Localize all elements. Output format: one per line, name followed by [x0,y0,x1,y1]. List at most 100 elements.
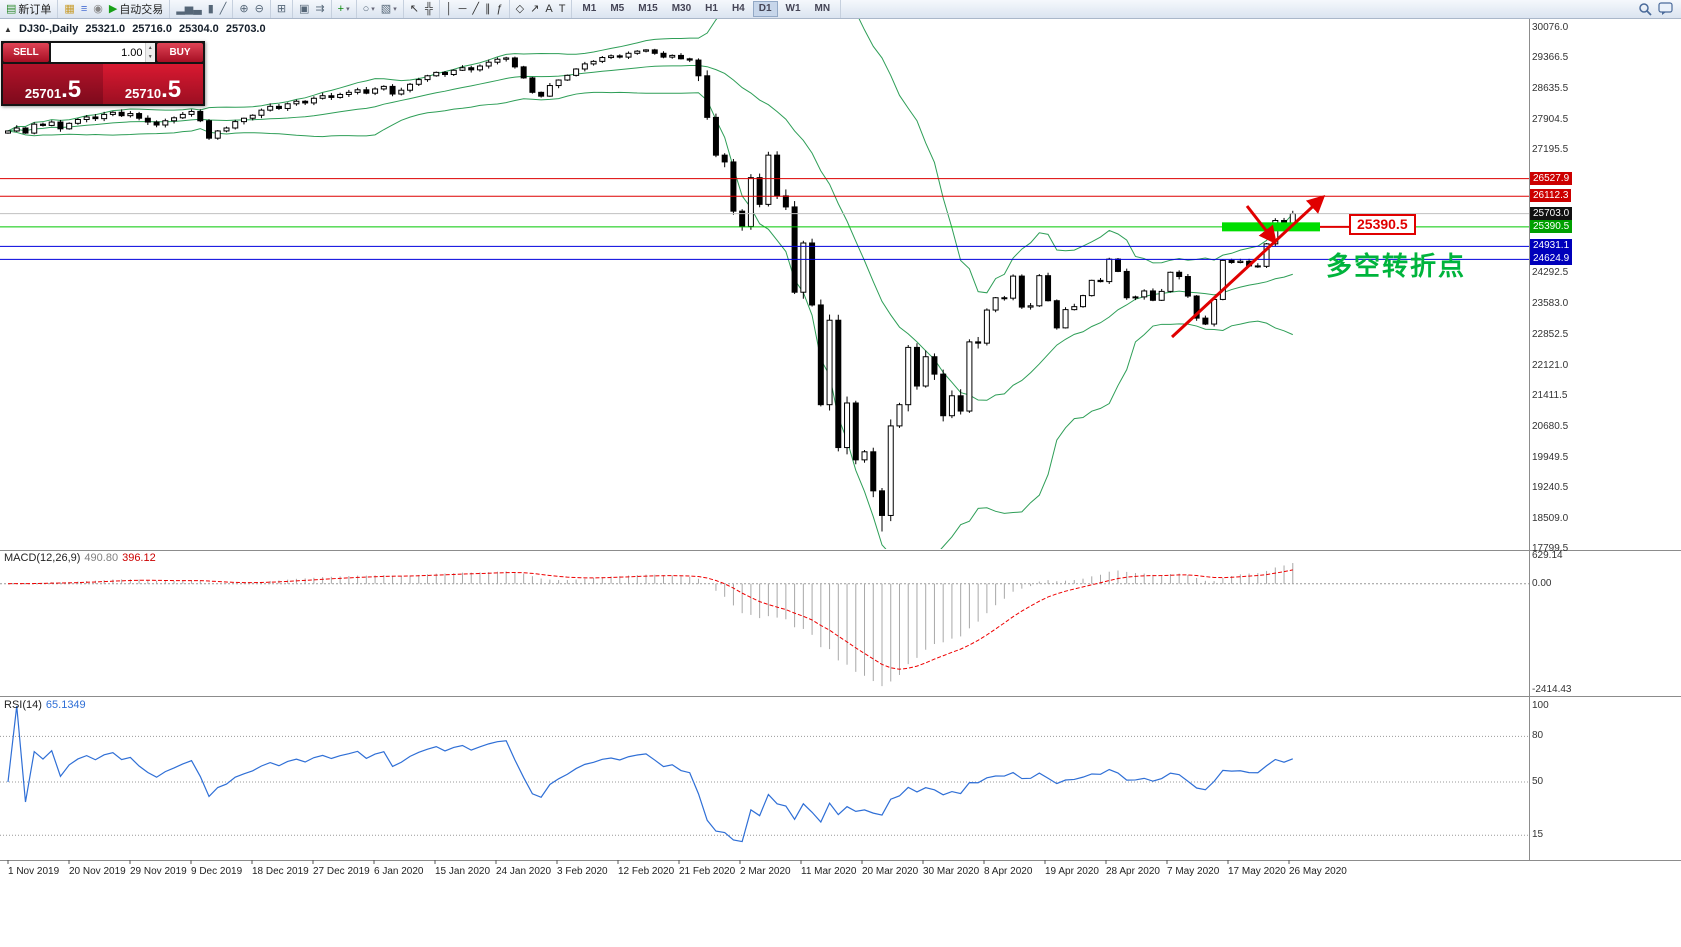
auto-trading-button[interactable]: ▶ 自动交易 [106,1,166,17]
search-icon[interactable] [1638,2,1652,16]
toolbar-group: ↖ ╬ [404,0,440,18]
buy-price-main: 25710 [124,86,162,101]
fibonacci-icon: ƒ [496,3,503,15]
zoom-out-icon: ⊖ [254,3,264,15]
rsi-label: RSI(14) [4,699,42,711]
crosshair-button[interactable]: ╬ [422,1,436,17]
retest-arrow[interactable] [1245,205,1277,245]
volume-down-button[interactable]: ▼ [145,52,155,62]
periods-button[interactable]: ○ ▾ [360,1,378,17]
timeframe-group: M1 M5 M15 M30 H1 H4 D1 W1 MN [572,0,842,18]
timeframe-d1-button[interactable]: D1 [752,1,778,17]
indicators-icon: + [337,3,345,15]
templates-caret-icon[interactable]: ▾ [393,6,397,13]
periods-icon: ○ [362,3,370,15]
chat-icon[interactable] [1658,2,1673,16]
new-order-button[interactable]: ▤ 新订单 [3,1,54,17]
cursor-button[interactable]: ↖ [407,1,422,17]
channel-button[interactable]: ∥ [482,1,494,17]
templates-button[interactable]: ▧ ▾ [378,1,400,17]
timeframe-m15-button[interactable]: M15 [638,3,658,14]
buy-button[interactable]: BUY [157,43,203,62]
macd-histogram [16,563,1294,687]
trendline-button[interactable]: ╱ [469,1,482,17]
macd-label: MACD(12,26,9) [4,552,81,564]
text-label-icon: T [558,3,566,15]
bar-open-value: 25321.0 [85,23,126,35]
market-watch-button[interactable]: ▦ [61,1,77,17]
auto-trading-icon: ▶ [108,3,118,15]
toolbar-group: ⊞ [271,0,294,18]
text-icon: A [545,3,553,15]
sell-price[interactable]: 25701.5 [3,64,103,104]
timeframe-m5-button[interactable]: M5 [610,3,625,14]
timeframe-w1-button[interactable]: W1 [785,3,801,14]
zoom-in-button[interactable]: ⊕ [236,1,251,17]
turning-point-note[interactable]: 多空转折点 [1326,251,1467,281]
bar-low-value: 25304.0 [179,23,219,35]
volume-spinner: ▲ ▼ [144,43,155,62]
templates-icon: ▧ [380,3,392,15]
cursor-icon: ↖ [409,3,419,15]
timeframe-m1-button[interactable]: M1 [582,3,597,14]
timeframe-mn-button[interactable]: MN [814,3,831,14]
trendline-icon: ╱ [472,3,480,15]
sell-price-pips: .5 [61,76,82,103]
auto-trading-label: 自动交易 [119,4,164,16]
shapes-button[interactable]: ◇ [513,1,527,17]
navigator-button[interactable]: ◉ [90,1,106,17]
macd-header: MACD(12,26,9) 490.80 396.12 [4,552,156,564]
buy-price[interactable]: 25710.5 [103,64,203,104]
chart-shift-button[interactable]: ⇉ [312,1,327,17]
line-chart-button[interactable]: ╱ [217,1,230,17]
toolbar-group: ▂▅▃ ▮ ╱ [170,0,234,18]
indicators-caret-icon[interactable]: ▾ [346,6,350,13]
bar-chart-icon: ▂▅▃ [176,3,202,15]
toolbar-group: ▤ 新订单 [0,0,59,18]
price-flag-25390[interactable]: 25390.5 [1349,214,1416,235]
toolbar-group: ◇ ↗ A T [510,0,573,18]
timeframe-m30-button[interactable]: M30 [671,3,692,14]
one-click-trading-panel: SELL ▲ ▼ BUY 25701.5 25710.5 [1,41,205,106]
zoom-in-icon: ⊕ [239,3,249,15]
rsi-line [7,705,1294,843]
toolbar-group: ⊕ ⊖ [233,0,271,18]
timeframe-h1-button[interactable]: H1 [705,3,718,14]
sell-button[interactable]: SELL [3,43,49,62]
volume-box: ▲ ▼ [51,43,155,62]
sell-price-main: 25701 [24,86,62,101]
cascade-windows-button[interactable]: ▣ [296,1,312,17]
tile-windows-button[interactable]: ⊞ [274,1,289,17]
fibonacci-button[interactable]: ƒ [494,1,506,17]
text-button[interactable]: A [542,1,555,17]
bollinger-bands [7,19,1294,549]
candlestick-chart-button[interactable]: ▮ [205,1,217,17]
volume-up-button[interactable]: ▲ [145,43,155,53]
trend-arrow[interactable] [1170,194,1326,339]
data-window-button[interactable]: ≡ [78,1,90,17]
channel-icon: ∥ [485,3,491,15]
rsi-value: 65.1349 [45,699,86,711]
bar-high-value: 25716.0 [132,23,172,35]
zoom-out-button[interactable]: ⊖ [252,1,267,17]
buy-price-pips: .5 [161,76,182,103]
periods-caret-icon[interactable]: ▾ [371,6,375,13]
line-chart-icon: ╱ [219,3,227,15]
volume-input[interactable] [51,43,145,62]
one-click-expander-icon[interactable]: ▲ [4,25,12,34]
timeframe-h4-button[interactable]: H4 [731,3,745,14]
arrows-tool-button[interactable]: ↗ [527,1,542,17]
support-zone-rect[interactable] [1222,222,1320,232]
bar-close-value: 25703.0 [225,23,266,35]
horizontal-line-button[interactable]: ─ [456,1,470,17]
vertical-line-button[interactable]: │ [443,1,456,17]
horizontal-line-icon: ─ [458,3,467,15]
toolbar-button-groups: ▤ 新订单 ▦ ≡ ◉ ▶ 自动交易 ▂▅▃ ▮ ╱ ⊕ ⊖ ⊞ ▣ ⇉ + ▾ ○ ▾ ▧ ▾ ↖ ╬ │ ─ ╱ ∥ ƒ ◇ ↗ A T M… [0,0,842,18]
data-window-icon: ≡ [80,3,88,15]
chart-shift-icon: ⇉ [315,3,325,15]
indicators-button[interactable]: + ▾ [335,1,353,17]
text-label-button[interactable]: T [556,1,569,17]
bar-chart-button[interactable]: ▂▅▃ [173,1,204,17]
